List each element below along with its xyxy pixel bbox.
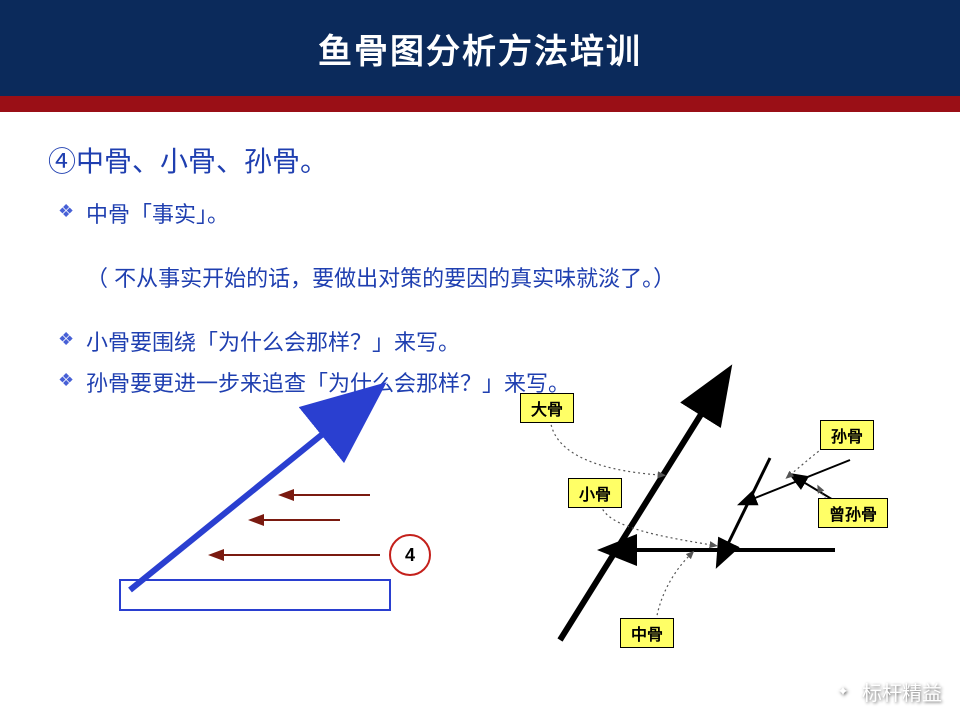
label-mid-bone: 中骨 (620, 618, 674, 648)
accent-bar (0, 96, 960, 112)
section-heading: ④中骨、小骨、孙骨。 (48, 140, 912, 180)
small-bone (725, 458, 770, 550)
dotted-link (550, 415, 660, 475)
sub-note: （ 不从事实开始的话，要做出对策的要因的真实味就淡了。） (86, 258, 912, 300)
wechat-icon: ✦ (830, 679, 856, 705)
big-bone (560, 400, 710, 640)
bullet-item: 中骨「事实」。 (58, 194, 912, 236)
bullet-list: 中骨「事实」。 (58, 194, 912, 236)
label-big-bone: 大骨 (520, 393, 574, 423)
label-small-bone: 小骨 (568, 478, 622, 508)
slide-content: ④中骨、小骨、孙骨。 中骨「事实」。 （ 不从事实开始的话，要做出对策的要因的真… (0, 112, 960, 405)
slide-title: 鱼骨图分析方法培训 (318, 24, 642, 73)
watermark: ✦ 标杆精益 (830, 677, 942, 706)
slide-header: 鱼骨图分析方法培训 (0, 0, 960, 96)
step-number: 4 (405, 545, 415, 565)
label-great-bone: 曾孙骨 (818, 498, 888, 528)
bullet-item: 小骨要围绕「为什么会那样？」来写。 (58, 322, 912, 364)
watermark-text: 标杆精益 (862, 677, 942, 706)
main-arrow (130, 420, 340, 590)
label-grand-bone: 孙骨 (820, 420, 874, 450)
left-diagram: 4 (40, 390, 460, 650)
base-box (120, 580, 390, 610)
diagram-area: 4 大骨 小骨 孙骨 曾孙骨 中骨 (0, 370, 960, 700)
